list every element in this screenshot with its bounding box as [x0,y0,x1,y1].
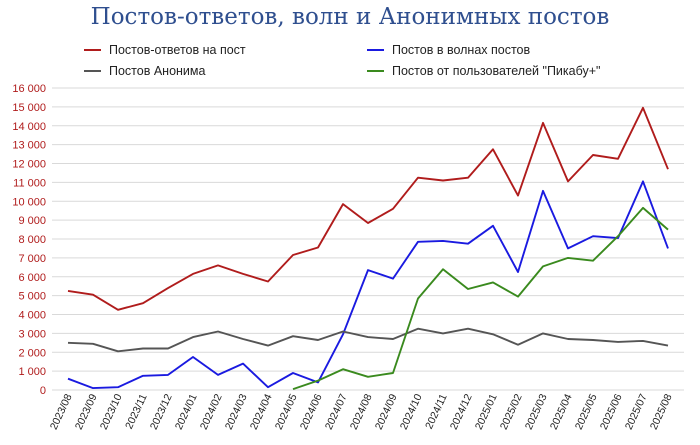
x-tick-label: 2024/03 [223,392,250,432]
y-tick-label: 9 000 [18,215,46,227]
x-tick-label: 2024/01 [173,392,200,432]
legend-item-replies: Постов-ответов на пост [84,43,246,57]
x-tick-label: 2023/08 [48,392,75,432]
y-tick-label: 16 000 [12,83,46,95]
legend-label-waves: Постов в волнах постов [392,43,531,57]
series-line-2 [67,327,669,353]
x-tick-label: 2024/11 [423,392,450,431]
x-tick-label: 2023/12 [148,392,175,432]
legend-swatch-replies [84,49,101,51]
y-tick-label: 6 000 [18,272,46,284]
y-axis-ticks: 0 1 000 2 000 3 000 4 000 5 000 6 000 7 000 8 00… [12,83,46,397]
series-line-0 [67,106,669,311]
x-tick-label: 2025/03 [523,392,550,432]
x-tick-label: 2023/09 [73,392,100,432]
y-tick-label: 5 000 [18,291,46,303]
legend-swatch-pikabu-plus [367,70,384,72]
chart-title: Постов-ответов, волн и Анонимных постов [90,4,610,30]
x-tick-label: 2025/06 [598,392,625,432]
y-tick-label: 15 000 [12,102,46,114]
y-tick-label: 8 000 [18,234,46,246]
y-tick-label: 2 000 [18,347,46,359]
y-tick-label: 11 000 [13,177,46,189]
y-tick-label: 1 000 [18,366,46,378]
legend-label-anon: Постов Анонима [109,64,206,78]
series-lines [67,106,669,390]
legend-swatch-anon [84,70,101,72]
legend-item-anon: Постов Анонима [84,64,205,78]
legend-item-pikabu-plus: Постов от пользователей "Пикабу+" [367,64,600,78]
legend-item-waves: Постов в волнах постов [367,43,530,57]
y-tick-label: 4 000 [18,310,46,322]
x-tick-label: 2024/06 [298,392,325,432]
y-tick-label: 12 000 [12,159,46,171]
y-tick-label: 13 000 [12,140,46,152]
x-tick-label: 2024/12 [448,392,475,432]
series-line-3 [292,206,669,390]
y-tick-label: 10 000 [12,196,46,208]
legend-swatch-waves [367,49,384,51]
series-line-1 [67,180,669,390]
gridlines [52,87,684,391]
legend-label-replies: Постов-ответов на пост [109,43,246,57]
x-tick-label: 2024/09 [373,392,400,432]
x-tick-label: 2023/11 [123,392,150,431]
x-tick-label: 2025/01 [473,392,500,432]
y-tick-label: 0 [40,385,46,397]
legend-label-pikabu-plus: Постов от пользователей "Пикабу+" [392,64,601,78]
x-tick-label: 2025/08 [648,392,675,432]
x-tick-label: 2024/07 [323,392,350,432]
x-axis-ticks: 2023/082023/092023/102023/112023/122024/… [48,392,675,432]
x-tick-label: 2025/07 [623,392,650,432]
x-tick-label: 2025/05 [573,392,600,432]
x-tick-label: 2025/02 [498,392,525,432]
x-tick-label: 2023/10 [98,392,125,432]
y-tick-label: 14 000 [12,121,46,133]
y-tick-label: 3 000 [18,328,46,340]
x-tick-label: 2024/05 [273,392,300,432]
x-tick-label: 2024/10 [398,392,425,432]
x-tick-label: 2025/04 [548,392,575,432]
x-tick-label: 2024/02 [198,392,225,432]
y-tick-label: 7 000 [18,253,46,265]
x-tick-label: 2024/04 [248,392,275,432]
x-tick-label: 2024/08 [348,392,375,432]
